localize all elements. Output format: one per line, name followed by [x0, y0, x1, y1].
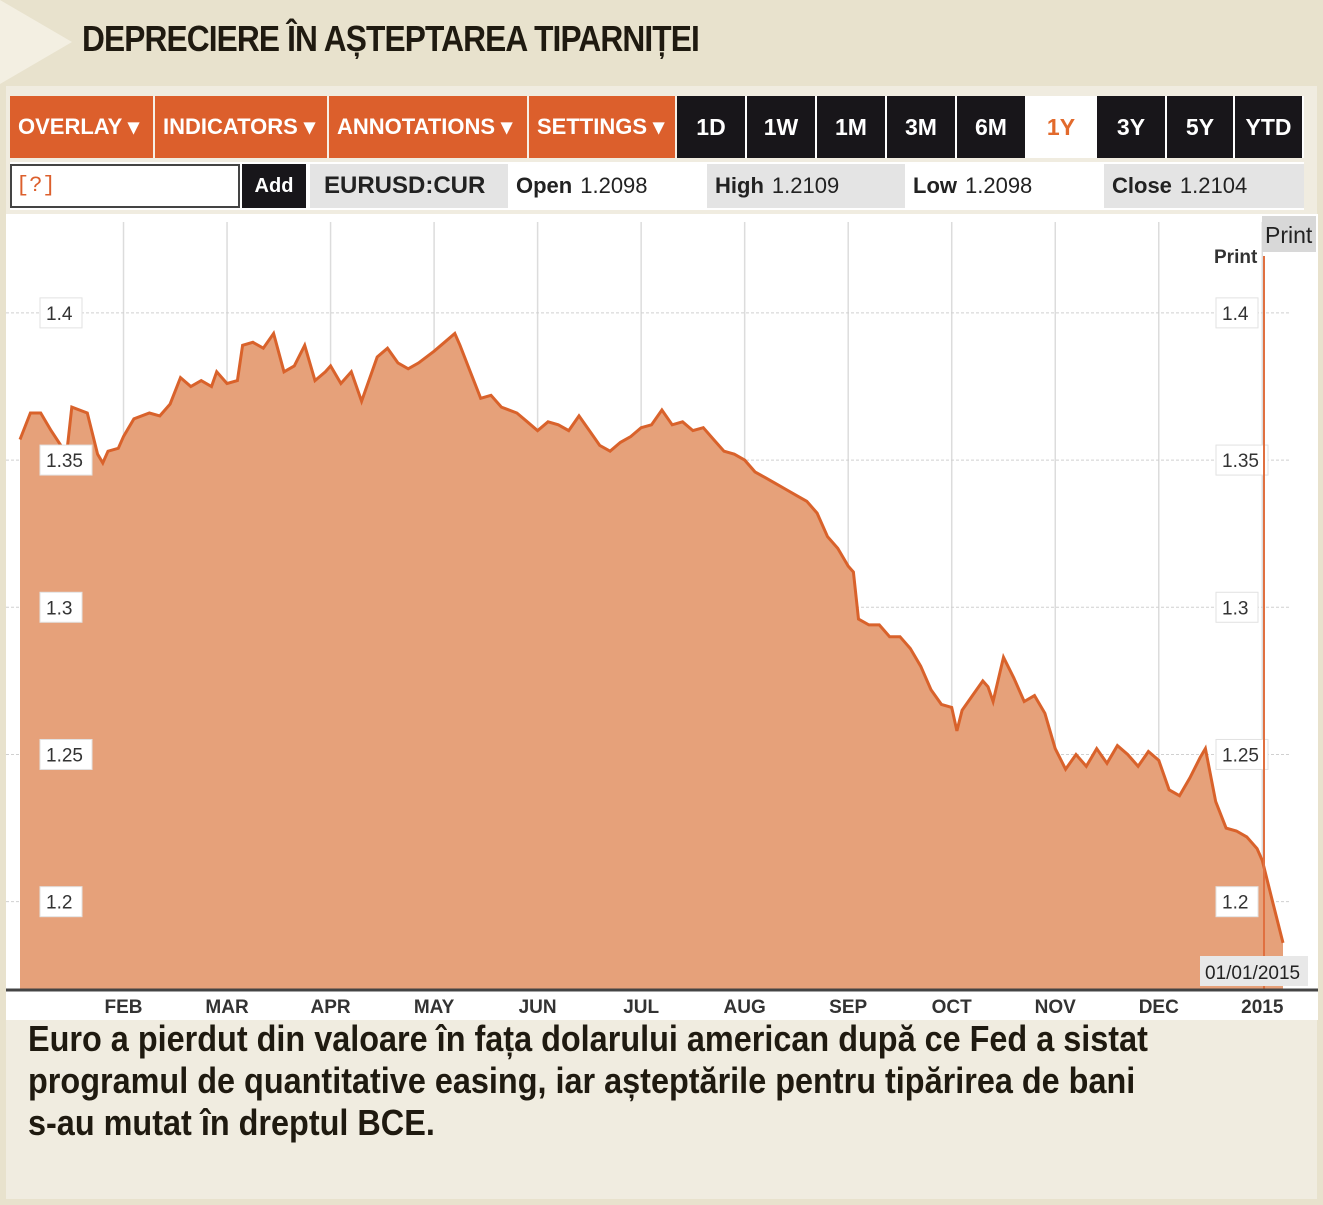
symbol-search-input[interactable]: [?]: [10, 164, 240, 208]
x-tick-label: FEB: [105, 997, 143, 1018]
add-symbol-button[interactable]: Add: [242, 164, 306, 208]
x-tick-label: AUG: [724, 997, 766, 1018]
quote-bar: [?] Add EURUSD:CUR Open 1.2098 High 1.2109…: [10, 162, 1304, 210]
y-tick-label-left-bg: [39, 591, 83, 623]
x-tick-label: NOV: [1035, 997, 1077, 1018]
open-quote: Open 1.2098: [508, 164, 704, 208]
print-button[interactable]: Print: [1265, 222, 1313, 248]
y-tick-label-right-bg: [1215, 738, 1269, 770]
range-5y-button[interactable]: 5Y: [1167, 96, 1235, 158]
chart-area: 1.4 1.4 1.35 1.35 1.3 1.3 1.25 1.25 1.2 1.2 FEB MA…: [6, 214, 1318, 1020]
y-tick-label-right-bg: [1215, 297, 1259, 329]
price-area: [20, 333, 1283, 990]
range-6m-button[interactable]: 6M: [957, 96, 1027, 158]
x-tick-label: MAY: [414, 997, 455, 1018]
range-3m-button[interactable]: 3M: [887, 96, 957, 158]
x-tick-label: JUN: [519, 997, 557, 1018]
annotations-menu-button[interactable]: ANNOTATIONS ▾: [329, 96, 529, 158]
x-tick-label: APR: [311, 997, 351, 1018]
date-badge: 01/01/2015: [1205, 963, 1300, 984]
range-ytd-button[interactable]: YTD: [1235, 96, 1304, 158]
y-tick-label-left: 1.35: [46, 451, 83, 472]
y-tick-label-left-bg: [39, 886, 83, 918]
overlay-menu-button[interactable]: OVERLAY ▾: [10, 96, 155, 158]
y-tick-label-right: 1.4: [1222, 304, 1249, 325]
range-1y-button[interactable]: 1Y: [1027, 96, 1097, 158]
high-label: High: [715, 173, 764, 198]
y-tick-label-right: 1.2: [1222, 893, 1248, 914]
symbol-label: EURUSD:CUR: [310, 164, 508, 208]
print-label: Print: [1214, 247, 1258, 268]
y-tick-label-left: 1.3: [46, 598, 72, 619]
y-tick-label-right-bg: [1215, 886, 1259, 918]
close-quote: Close 1.2104: [1104, 164, 1304, 208]
x-tick-label: JUL: [623, 997, 659, 1018]
y-tick-label-right: 1.35: [1222, 451, 1259, 472]
print-button-bg[interactable]: [1262, 216, 1316, 252]
y-tick-label-right: 1.3: [1222, 598, 1248, 619]
price-chart[interactable]: 1.4 1.4 1.35 1.35 1.3 1.3 1.25 1.25 1.2 1.2 FEB MA…: [6, 214, 1318, 1020]
close-label: Close: [1112, 173, 1172, 198]
x-tick-label: MAR: [205, 997, 249, 1018]
range-1m-button[interactable]: 1M: [817, 96, 887, 158]
y-tick-label-right: 1.25: [1222, 745, 1259, 766]
low-quote: Low 1.2098: [905, 164, 1103, 208]
low-value: 1.2098: [965, 173, 1033, 198]
header-arrow: [0, 0, 72, 84]
y-tick-label-left: 1.2: [46, 893, 72, 914]
high-value: 1.2109: [771, 173, 840, 198]
y-tick-label-left-bg: [39, 444, 93, 476]
y-tick-label-left: 1.25: [46, 745, 83, 766]
chart-caption: Euro a pierdut din valoare în fața dolar…: [28, 1018, 1148, 1143]
high-quote: High 1.2109: [707, 164, 905, 208]
y-tick-label-left: 1.4: [46, 304, 73, 325]
y-tick-label-right-bg: [1215, 591, 1259, 623]
x-tick-label: 2015: [1241, 997, 1284, 1018]
range-1d-button[interactable]: 1D: [677, 96, 747, 158]
page-title: DEPRECIERE ÎN AȘTEPTAREA TIPARNIȚEI: [82, 18, 700, 59]
range-3y-button[interactable]: 3Y: [1097, 96, 1167, 158]
open-value: 1.2098: [580, 173, 648, 198]
x-tick-label: DEC: [1139, 997, 1179, 1018]
indicators-menu-button[interactable]: INDICATORS ▾: [155, 96, 329, 158]
low-label: Low: [913, 173, 957, 198]
open-label: Open: [516, 173, 573, 198]
range-1w-button[interactable]: 1W: [747, 96, 817, 158]
date-badge-bg: [1200, 956, 1308, 986]
price-line: [18, 330, 1285, 944]
chart-toolbar: OVERLAY ▾ INDICATORS ▾ ANNOTATIONS ▾ SET…: [10, 96, 1304, 158]
y-tick-label-left-bg: [39, 738, 93, 770]
close-value: 1.2104: [1179, 173, 1248, 198]
x-tick-label: SEP: [829, 997, 867, 1018]
settings-menu-button[interactable]: SETTINGS ▾: [529, 96, 677, 158]
x-tick-label: OCT: [932, 997, 973, 1018]
y-tick-label-right-bg: [1215, 444, 1269, 476]
y-tick-label-left-bg: [39, 297, 83, 329]
